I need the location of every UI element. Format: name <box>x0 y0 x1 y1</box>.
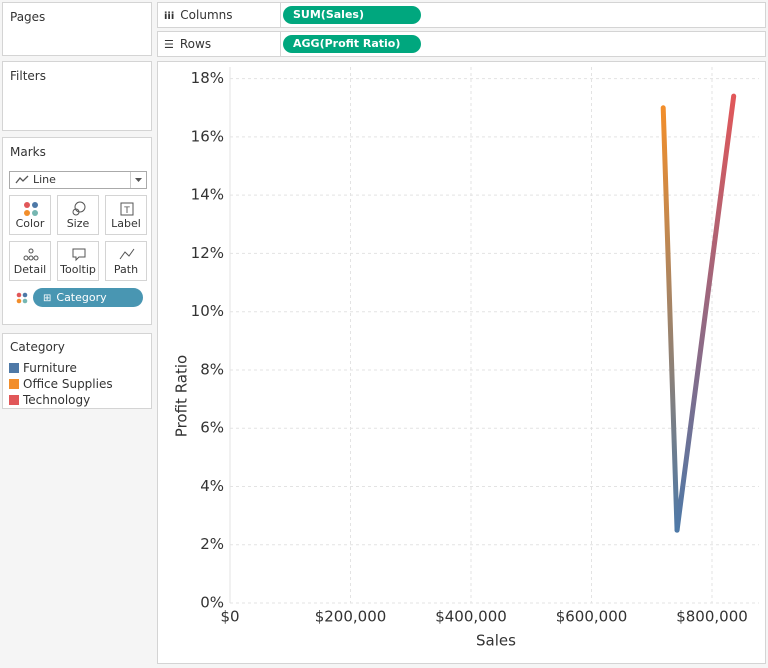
button-icon <box>72 248 86 262</box>
dropdown-arrow <box>135 178 142 182</box>
line-segment <box>674 93 737 533</box>
category-pill[interactable]: ⊞ Category <box>33 288 143 307</box>
button-icon <box>24 202 38 216</box>
rows-shelf: ☰ Rows AGG(Profit Ratio) <box>157 31 766 57</box>
button-label: Tooltip <box>60 263 96 276</box>
rows-label: ☰ Rows <box>164 37 212 51</box>
pages-title: Pages <box>10 10 46 24</box>
legend-swatch <box>9 363 19 373</box>
mark-type-dropdown[interactable]: Line <box>9 171 147 189</box>
legend-label: Office Supplies <box>23 377 113 391</box>
line-icon <box>15 175 29 184</box>
columns-shelf: iii Columns SUM(Sales) <box>157 2 766 28</box>
legend-swatch <box>9 395 19 405</box>
button-label: Color <box>15 217 45 230</box>
line-segment <box>660 105 680 533</box>
rows-pill[interactable]: AGG(Profit Ratio) <box>283 35 421 53</box>
legend-label: Technology <box>23 393 91 407</box>
x-tick-label: $400,000 <box>435 608 507 626</box>
y-tick-label: 10% <box>191 302 224 320</box>
button-icon <box>23 248 39 261</box>
button-icon <box>119 248 135 260</box>
legend-swatch <box>9 379 19 389</box>
x-tick-label: $800,000 <box>676 608 748 626</box>
x-tick-label: $600,000 <box>556 608 628 626</box>
pages-card: Pages <box>2 2 152 56</box>
rows-text: Rows <box>179 37 212 51</box>
y-tick-label: 6% <box>200 419 224 437</box>
y-tick-label: 8% <box>200 360 224 378</box>
legend-card: Category Furniture Office Supplies Technol… <box>2 333 152 409</box>
button-icon: T <box>120 202 134 216</box>
filters-card[interactable]: Filters <box>2 61 152 131</box>
legend-label: Furniture <box>23 361 77 375</box>
mark-type: Line <box>33 173 56 186</box>
button-label: Path <box>113 263 139 276</box>
x-tick-label: $0 <box>220 608 239 626</box>
y-tick-label: 16% <box>191 127 224 145</box>
y-axis-title: Profit Ratio <box>173 355 191 437</box>
columns-label: iii Columns <box>164 8 233 22</box>
filters-title: Filters <box>10 69 46 83</box>
mark-button[interactable]: Tooltip <box>57 241 99 281</box>
legend-title: Category <box>10 340 65 354</box>
expand-icon: ⊞ <box>43 293 52 304</box>
x-axis-title: Sales <box>476 632 516 650</box>
mark-button[interactable]: Size <box>57 195 99 235</box>
mark-button[interactable]: Path <box>105 241 147 281</box>
mark-button[interactable]: Detail <box>9 241 51 281</box>
chart: Sales Profit Ratio 0% 2% 4% 6% 8% 10% 12% 14% 16… <box>157 61 766 664</box>
color-icon <box>16 292 28 307</box>
y-tick-label: 18% <box>191 69 224 87</box>
pill-text: Category <box>56 291 107 304</box>
y-tick-label: 2% <box>200 535 224 553</box>
button-icon <box>72 201 86 216</box>
marks-card: Marks Line Color Size T Label Detail Tooltip P… <box>2 137 152 325</box>
y-tick-label: 0% <box>200 594 224 612</box>
y-tick-label: 12% <box>191 244 224 262</box>
svg-text:T: T <box>123 206 130 216</box>
x-tick-label: $200,000 <box>315 608 387 626</box>
mark-button[interactable]: Color <box>9 195 51 235</box>
mark-button[interactable]: T Label <box>105 195 147 235</box>
y-tick-label: 4% <box>200 477 224 495</box>
button-label: Size <box>66 217 90 230</box>
y-tick-label: 14% <box>191 186 224 204</box>
dropdown-separator <box>130 172 131 188</box>
marks-title: Marks <box>10 145 46 159</box>
columns-text: Columns <box>180 8 233 22</box>
columns-pill[interactable]: SUM(Sales) <box>283 6 421 24</box>
button-label: Detail <box>13 263 47 276</box>
button-label: Label <box>111 217 141 230</box>
